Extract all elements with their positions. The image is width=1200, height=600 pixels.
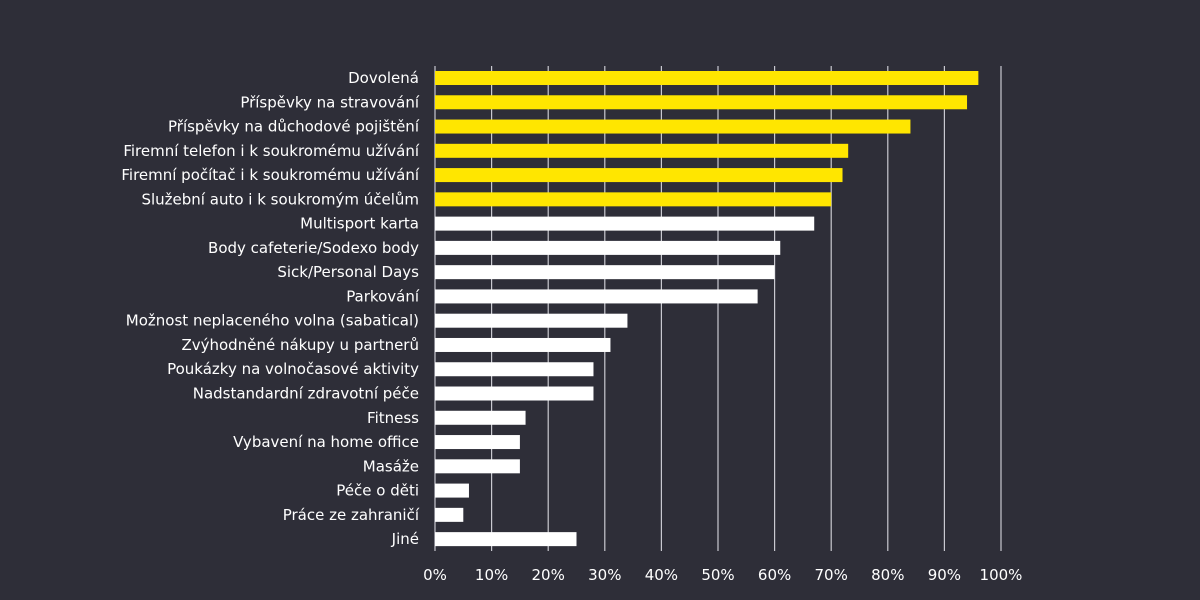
bar xyxy=(435,240,781,255)
bar xyxy=(435,459,520,474)
category-label: Možnost neplaceného volna (sabatical) xyxy=(126,312,419,330)
category-label: Firemní počítač i k soukromému užívání xyxy=(121,166,419,184)
category-labels: Dovolená Příspěvky na stravování Příspěvky… xyxy=(121,69,419,548)
x-tick-label: 0% xyxy=(423,566,447,584)
x-tick-label: 40% xyxy=(645,566,678,584)
category-label: Multisport karta xyxy=(300,215,419,233)
bar xyxy=(435,265,775,280)
category-label: Příspěvky na důchodové pojištění xyxy=(168,118,420,136)
category-label: Péče o děti xyxy=(336,482,419,500)
bar xyxy=(435,483,469,498)
bar xyxy=(435,435,520,450)
bar xyxy=(435,410,526,425)
category-label: Masáže xyxy=(363,457,419,475)
category-label: Nadstandardní zdravotní péče xyxy=(193,385,419,403)
bar xyxy=(435,507,464,522)
category-label: Poukázky na volnočasové aktivity xyxy=(167,360,419,378)
bar xyxy=(435,337,611,352)
bar-highlighted xyxy=(435,119,911,134)
category-label: Dovolená xyxy=(348,69,419,87)
bar-highlighted xyxy=(435,143,849,158)
bars xyxy=(435,71,979,547)
category-label: Příspěvky na stravování xyxy=(240,93,420,111)
x-tick-label: 100% xyxy=(980,566,1023,584)
category-label: Zvýhodněné nákupy u partnerů xyxy=(181,336,419,354)
category-label: Vybavení na home office xyxy=(233,433,419,451)
x-tick-label: 60% xyxy=(758,566,791,584)
category-label: Jiné xyxy=(391,530,419,548)
bar xyxy=(435,313,628,328)
x-tick-label: 80% xyxy=(871,566,904,584)
x-tick-label: 70% xyxy=(815,566,848,584)
x-tick-label: 30% xyxy=(588,566,621,584)
bar xyxy=(435,216,815,231)
x-tick-label: 50% xyxy=(701,566,734,584)
x-tick-label: 20% xyxy=(532,566,565,584)
bar xyxy=(435,532,577,547)
bar xyxy=(435,386,594,401)
category-label: Práce ze zahraničí xyxy=(283,506,420,524)
bar xyxy=(435,362,594,377)
category-label: Firemní telefon i k soukromému užívání xyxy=(123,142,420,160)
bar-highlighted xyxy=(435,168,843,183)
bar-highlighted xyxy=(435,71,979,85)
category-label: Body cafeterie/Sodexo body xyxy=(208,239,419,257)
x-tick-label: 10% xyxy=(475,566,508,584)
category-label: Sick/Personal Days xyxy=(277,263,419,281)
category-label: Služební auto i k soukromým účelům xyxy=(141,190,419,208)
category-label: Fitness xyxy=(367,409,419,427)
x-axis-tick-labels: 0% 10% 20% 30% 40% 50% 60% 70% 80% 90% 100% xyxy=(423,566,1022,584)
x-tick-label: 90% xyxy=(928,566,961,584)
bar-highlighted xyxy=(435,95,968,110)
category-label: Parkování xyxy=(346,287,420,305)
bar xyxy=(435,289,758,304)
bar-highlighted xyxy=(435,192,832,207)
